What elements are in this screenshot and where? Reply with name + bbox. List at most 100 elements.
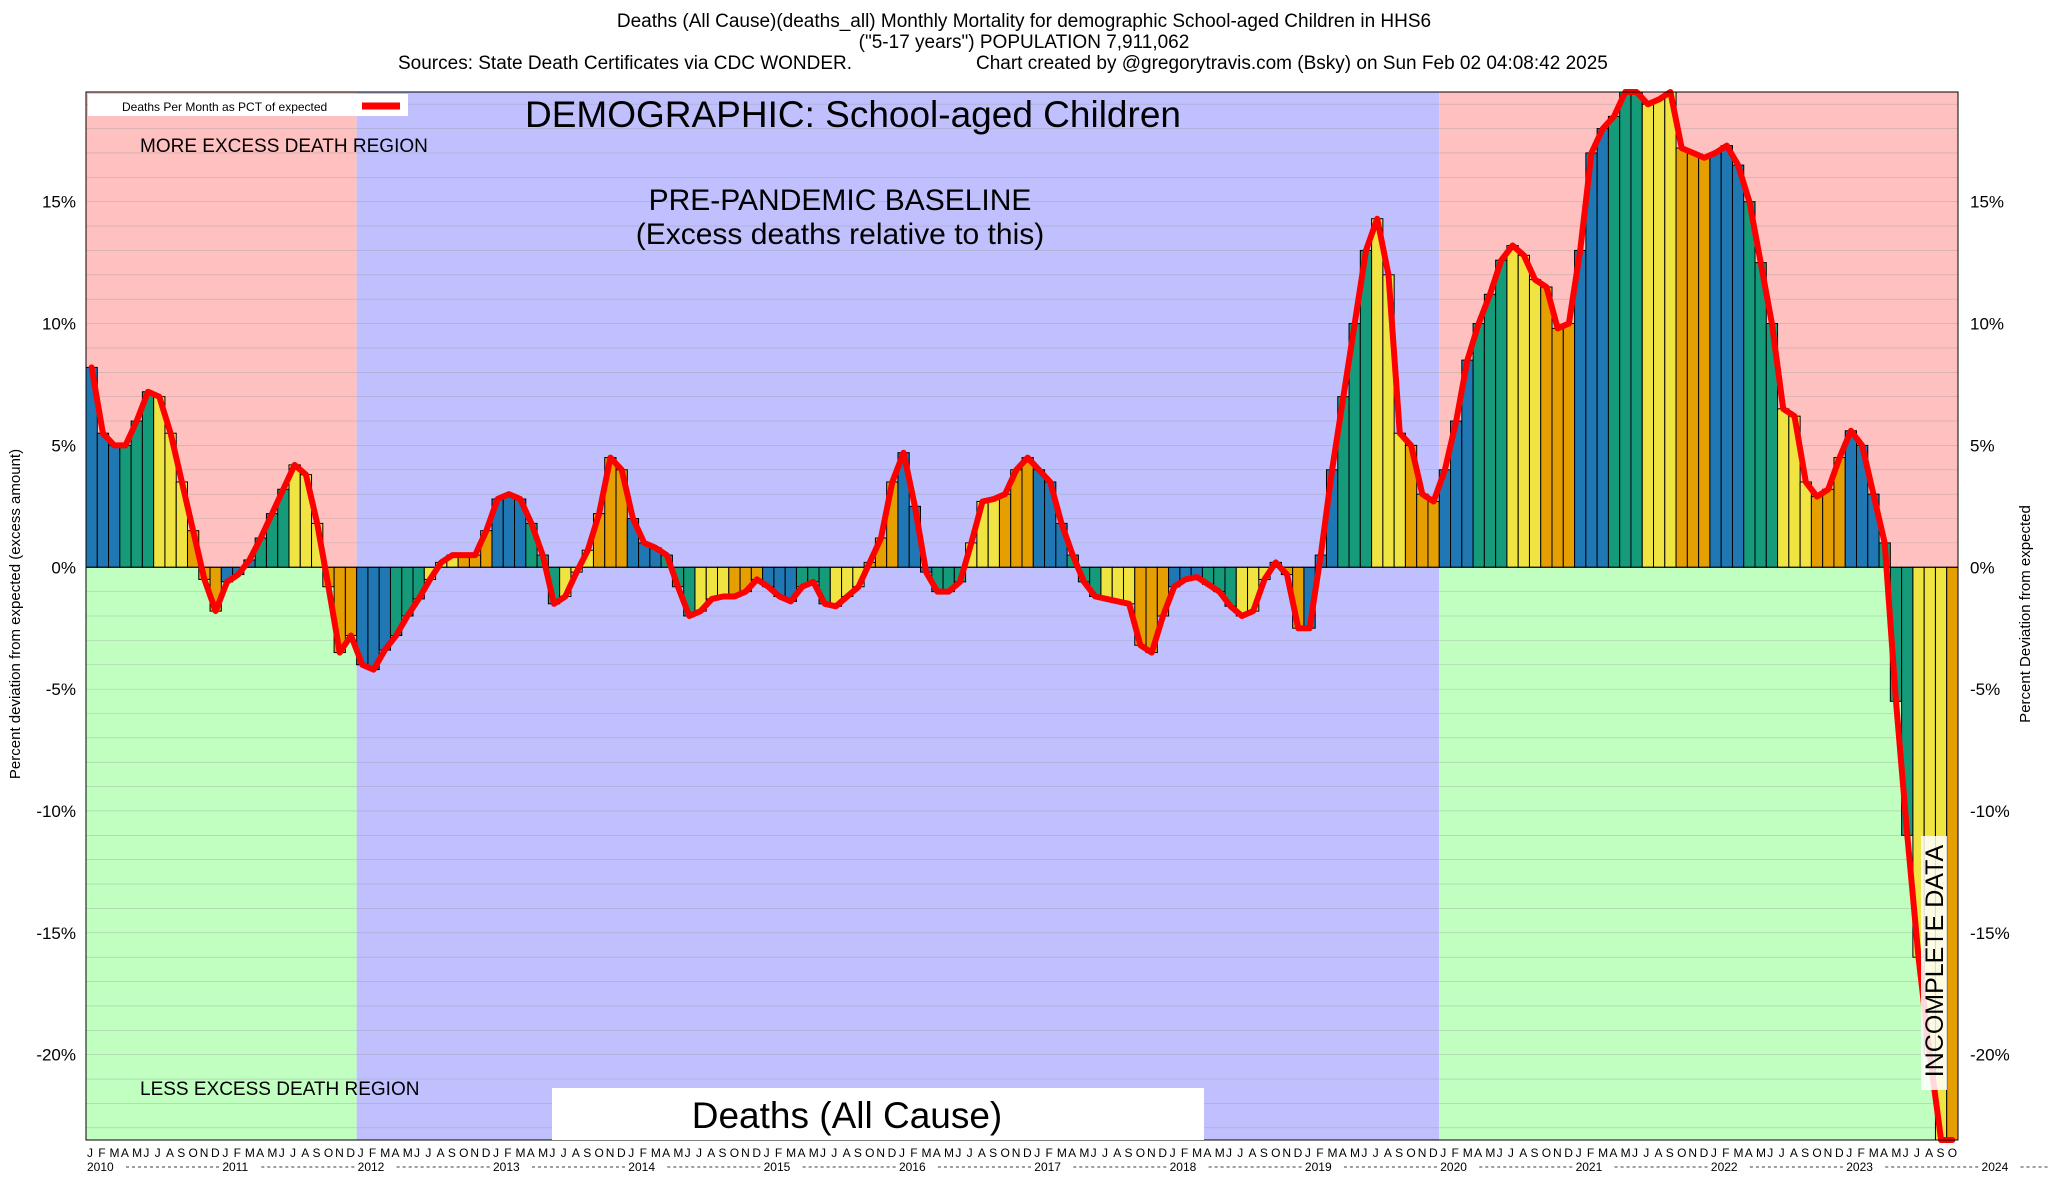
x-tick-month: M [1621, 1146, 1631, 1160]
x-tick-month: F [1587, 1146, 1594, 1160]
x-tick-month: O [459, 1146, 468, 1160]
x-tick-month: J [1846, 1146, 1852, 1160]
x-tick-month: F [1722, 1146, 1729, 1160]
x-tick-month: A [1339, 1146, 1347, 1160]
x-tick-month: O [1812, 1146, 1821, 1160]
x-tick-month: A [1474, 1146, 1482, 1160]
bottom-label: Deaths (All Cause) [692, 1095, 1003, 1136]
bar [141, 391, 155, 568]
deficit-region-pre [86, 567, 357, 1140]
bar [1100, 566, 1113, 600]
x-tick-month: A [1745, 1146, 1753, 1160]
bar [1472, 323, 1485, 568]
bar [1416, 493, 1429, 568]
x-tick-month: A [527, 1146, 535, 1160]
x-tick-month: J [1237, 1146, 1243, 1160]
x-tick-month: J [1361, 1146, 1367, 1160]
x-tick-month: O [730, 1146, 739, 1160]
x-tick-month: D [752, 1146, 761, 1160]
x-tick-month: M [809, 1146, 819, 1160]
bar [1822, 488, 1835, 568]
bar [1653, 98, 1666, 568]
x-tick-month: A [797, 1146, 805, 1160]
x-tick-month: J [1091, 1146, 1097, 1160]
bottom-label-box [552, 1088, 1204, 1140]
x-tick-month: O [1406, 1146, 1415, 1160]
x-tick-year: 2015 [764, 1160, 791, 1174]
x-tick-month: J [1373, 1146, 1379, 1160]
x-tick-month: A [1113, 1146, 1121, 1160]
x-tick-month: A [1655, 1146, 1663, 1160]
bar [1709, 152, 1722, 568]
x-tick-month: D [617, 1146, 626, 1160]
x-tick-month: J [358, 1146, 364, 1160]
x-tick-year: 2019 [1305, 1160, 1332, 1174]
legend-box [88, 94, 408, 116]
x-tick-month: S [719, 1146, 727, 1160]
x-tick-year: 2022 [1711, 1160, 1738, 1174]
x-tick-month: O [1136, 1146, 1145, 1160]
chart-subtitle: ("5-17 years") POPULATION 7,911,062 [858, 32, 1190, 53]
x-tick-year: 2024 [1982, 1160, 2009, 1174]
x-tick-month: D [888, 1146, 897, 1160]
bar [1664, 91, 1677, 568]
x-tick-month: J [820, 1146, 826, 1160]
y-tick-label-left: -10% [36, 802, 76, 821]
x-tick-month: F [98, 1146, 105, 1160]
less-excess-region-label: LESS EXCESS DEATH REGION [140, 1079, 419, 1100]
x-tick-month: S [177, 1146, 185, 1160]
bar [378, 566, 391, 651]
x-tick-month: J [155, 1146, 161, 1160]
x-tick-month: M [110, 1146, 120, 1160]
x-tick-month: N [606, 1146, 615, 1160]
x-tick-month: J [831, 1146, 837, 1160]
bar [108, 444, 121, 568]
x-tick-month: O [188, 1146, 197, 1160]
x-tick-month: F [1316, 1146, 1323, 1160]
x-tick-month: M [380, 1146, 390, 1160]
x-tick-month: J [87, 1146, 93, 1160]
bar [130, 420, 143, 568]
x-tick-month: O [865, 1146, 874, 1160]
x-tick-month: J [1643, 1146, 1649, 1160]
y-tick-label-right: -15% [1970, 924, 2010, 943]
y-tick-label-left: 0% [51, 558, 76, 577]
bar [1528, 279, 1542, 568]
x-tick-month: N [1553, 1146, 1562, 1160]
bar [502, 493, 516, 568]
x-tick-month: F [910, 1146, 917, 1160]
bar [1596, 128, 1609, 568]
x-tick-month: D [346, 1146, 355, 1160]
x-tick-month: N [876, 1146, 885, 1160]
bar [1359, 249, 1373, 568]
y-tick-label-left: -5% [46, 680, 76, 699]
x-tick-month: A [391, 1146, 399, 1160]
x-tick-month: M [1215, 1146, 1225, 1160]
y-axis-title-right: Percent Deviation from expected [2017, 505, 2034, 723]
x-tick-month: J [1226, 1146, 1232, 1160]
bar [1393, 432, 1406, 568]
x-tick-month: S [1395, 1146, 1403, 1160]
x-tick-month: J [1914, 1146, 1920, 1160]
bar [1630, 91, 1643, 568]
x-tick-month: N [200, 1146, 209, 1160]
x-tick-month: J [1170, 1146, 1176, 1160]
x-tick-month: S [1801, 1146, 1809, 1160]
bar [1427, 500, 1440, 568]
x-tick-month: J [1711, 1146, 1717, 1160]
x-tick-month: A [662, 1146, 670, 1160]
y-tick-label-right: 10% [1970, 315, 2004, 334]
y-tick-label-left: -15% [36, 924, 76, 943]
x-tick-month: N [1824, 1146, 1833, 1160]
y-tick-label-right: 0% [1970, 558, 1995, 577]
x-tick-month: F [775, 1146, 782, 1160]
x-tick-month: O [1542, 1146, 1551, 1160]
x-tick-month: M [1733, 1146, 1743, 1160]
x-tick-month: M [1192, 1146, 1202, 1160]
bar [1754, 262, 1767, 568]
x-tick-year: 2011 [222, 1160, 248, 1174]
bar [1619, 91, 1632, 568]
bar [1122, 566, 1136, 605]
y-tick-label-right: 15% [1970, 193, 2004, 212]
